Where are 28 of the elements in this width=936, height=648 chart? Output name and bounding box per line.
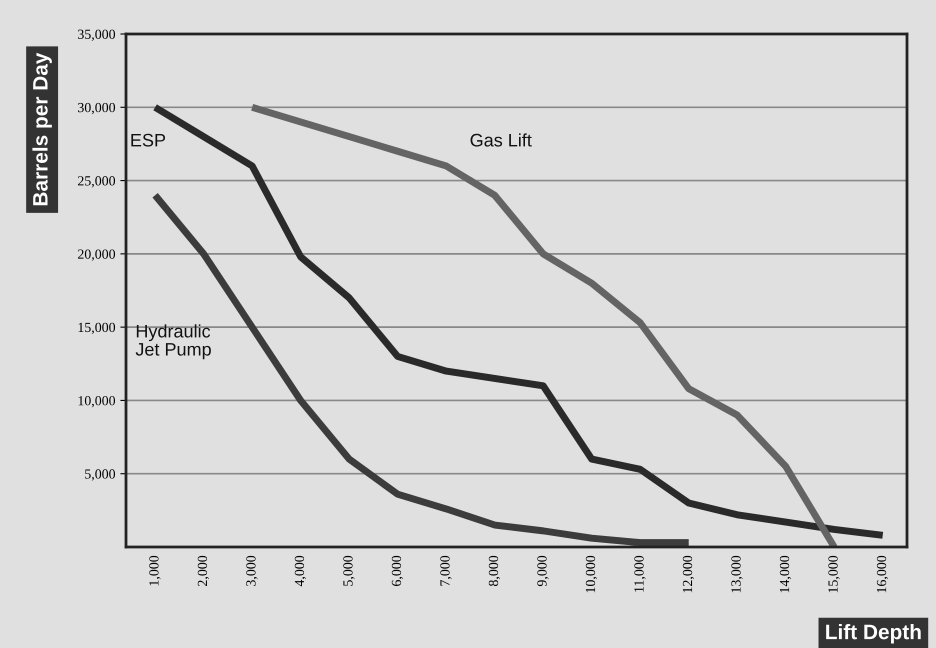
x-tick-label: 9,000 xyxy=(537,556,549,586)
x-tick-label: 6,000 xyxy=(392,556,404,586)
series-label: Gas Lift xyxy=(470,133,532,147)
x-tick-label: 1,000 xyxy=(149,556,161,586)
x-tick-label: 13,000 xyxy=(731,556,743,592)
x-tick-label: 16,000 xyxy=(876,556,888,592)
y-tick-label: 25,000 xyxy=(78,176,116,188)
y-tick-label: 10,000 xyxy=(78,396,116,408)
x-tick-label: 4,000 xyxy=(294,556,306,586)
y-tick-label: 15,000 xyxy=(78,322,116,334)
x-tick-label: 8,000 xyxy=(488,556,500,586)
series-label: Hydraulic Jet Pump xyxy=(136,324,211,360)
x-tick-label: 15,000 xyxy=(828,556,840,592)
x-tick-label: 14,000 xyxy=(780,556,792,592)
x-tick-label: 7,000 xyxy=(440,556,452,586)
x-tick-label: 11,000 xyxy=(634,556,646,592)
y-axis-title: Barrels per Day xyxy=(32,52,52,206)
x-tick-label: 5,000 xyxy=(343,556,355,586)
y-tick-label: 20,000 xyxy=(78,249,116,261)
x-tick-label: 10,000 xyxy=(586,556,598,592)
y-tick-label: 35,000 xyxy=(78,30,116,41)
x-tick-label: 12,000 xyxy=(682,556,694,592)
y-tick-label: 5,000 xyxy=(85,469,116,481)
series-label: ESP xyxy=(131,134,166,147)
x-tick-label: 2,000 xyxy=(198,556,210,586)
x-tick-label: 3,000 xyxy=(246,556,258,586)
x-axis-title: Lift Depth xyxy=(826,624,921,644)
y-tick-label: 30,000 xyxy=(78,102,116,114)
